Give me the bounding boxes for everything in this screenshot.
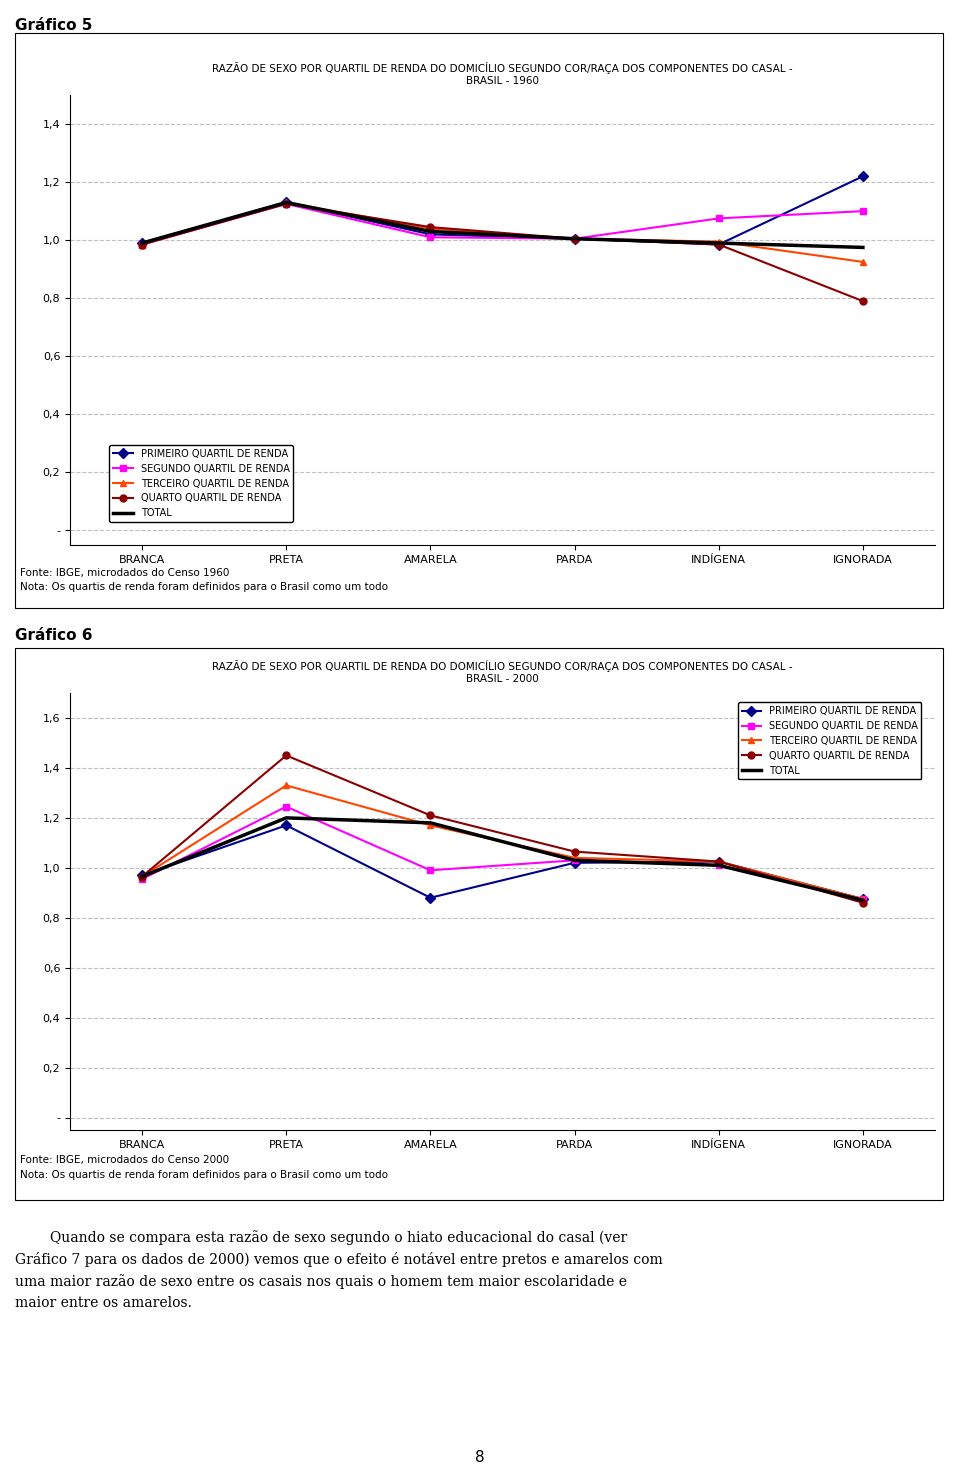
PRIMEIRO QUARTIL DE RENDA	[280, 193, 292, 211]
TERCEIRO QUARTIL DE RENDA	[280, 776, 292, 794]
Title: RAZÃO DE SEXO POR QUARTIL DE RENDA DO DOMICÍLIO SEGUNDO COR/RAÇA DOS COMPONENTES: RAZÃO DE SEXO POR QUARTIL DE RENDA DO DO…	[212, 62, 793, 86]
SEGUNDO QUARTIL DE RENDA	[136, 236, 148, 254]
Line: PRIMEIRO QUARTIL DE RENDA: PRIMEIRO QUARTIL DE RENDA	[138, 173, 866, 248]
QUARTO QUARTIL DE RENDA	[136, 867, 148, 885]
QUARTO QUARTIL DE RENDA	[569, 230, 581, 248]
PRIMEIRO QUARTIL DE RENDA	[857, 168, 869, 186]
QUARTO QUARTIL DE RENDA	[424, 807, 436, 825]
TERCEIRO QUARTIL DE RENDA	[424, 220, 436, 237]
Text: maior entre os amarelos.: maior entre os amarelos.	[15, 1297, 192, 1310]
Line: QUARTO QUARTIL DE RENDA: QUARTO QUARTIL DE RENDA	[138, 752, 866, 906]
Line: QUARTO QUARTIL DE RENDA: QUARTO QUARTIL DE RENDA	[138, 201, 866, 305]
Text: Gráfico 6: Gráfico 6	[15, 628, 92, 643]
TOTAL	[857, 891, 869, 909]
SEGUNDO QUARTIL DE RENDA	[713, 209, 725, 227]
Text: Gráfico 5: Gráfico 5	[15, 18, 92, 32]
QUARTO QUARTIL DE RENDA	[424, 218, 436, 236]
Legend: PRIMEIRO QUARTIL DE RENDA, SEGUNDO QUARTIL DE RENDA, TERCEIRO QUARTIL DE RENDA, : PRIMEIRO QUARTIL DE RENDA, SEGUNDO QUART…	[737, 702, 922, 779]
TOTAL	[424, 814, 436, 832]
Text: 8: 8	[475, 1450, 485, 1465]
TOTAL	[857, 239, 869, 257]
Line: SEGUNDO QUARTIL DE RENDA: SEGUNDO QUARTIL DE RENDA	[138, 804, 866, 903]
PRIMEIRO QUARTIL DE RENDA	[569, 230, 581, 248]
TOTAL	[136, 867, 148, 885]
TERCEIRO QUARTIL DE RENDA	[857, 891, 869, 909]
SEGUNDO QUARTIL DE RENDA	[857, 202, 869, 220]
QUARTO QUARTIL DE RENDA	[713, 853, 725, 870]
Title: RAZÃO DE SEXO POR QUARTIL DE RENDA DO DOMICÍLIO SEGUNDO COR/RAÇA DOS COMPONENTES: RAZÃO DE SEXO POR QUARTIL DE RENDA DO DO…	[212, 661, 793, 684]
QUARTO QUARTIL DE RENDA	[280, 746, 292, 764]
Legend: PRIMEIRO QUARTIL DE RENDA, SEGUNDO QUARTIL DE RENDA, TERCEIRO QUARTIL DE RENDA, : PRIMEIRO QUARTIL DE RENDA, SEGUNDO QUART…	[109, 445, 294, 522]
Text: Nota: Os quartis de renda foram definidos para o Brasil como um todo: Nota: Os quartis de renda foram definido…	[20, 583, 388, 591]
SEGUNDO QUARTIL DE RENDA	[569, 851, 581, 869]
Line: SEGUNDO QUARTIL DE RENDA: SEGUNDO QUARTIL DE RENDA	[138, 201, 866, 248]
PRIMEIRO QUARTIL DE RENDA	[136, 866, 148, 884]
Line: PRIMEIRO QUARTIL DE RENDA: PRIMEIRO QUARTIL DE RENDA	[138, 822, 866, 903]
Text: uma maior razão de sexo entre os casais nos quais o homem tem maior escolaridade: uma maior razão de sexo entre os casais …	[15, 1274, 627, 1289]
Line: TOTAL: TOTAL	[142, 202, 863, 248]
SEGUNDO QUARTIL DE RENDA	[424, 229, 436, 246]
SEGUNDO QUARTIL DE RENDA	[280, 195, 292, 212]
PRIMEIRO QUARTIL DE RENDA	[713, 853, 725, 870]
PRIMEIRO QUARTIL DE RENDA	[713, 236, 725, 254]
PRIMEIRO QUARTIL DE RENDA	[857, 891, 869, 909]
Text: Fonte: IBGE, microdados do Censo 2000: Fonte: IBGE, microdados do Censo 2000	[20, 1155, 229, 1165]
TOTAL	[569, 230, 581, 248]
SEGUNDO QUARTIL DE RENDA	[857, 891, 869, 909]
TERCEIRO QUARTIL DE RENDA	[136, 236, 148, 254]
TERCEIRO QUARTIL DE RENDA	[424, 817, 436, 835]
SEGUNDO QUARTIL DE RENDA	[424, 861, 436, 879]
TOTAL	[713, 235, 725, 252]
Text: Gráfico 7 para os dados de 2000) vemos que o efeito é notável entre pretos e ama: Gráfico 7 para os dados de 2000) vemos q…	[15, 1252, 662, 1267]
PRIMEIRO QUARTIL DE RENDA	[136, 235, 148, 252]
TOTAL	[713, 857, 725, 875]
QUARTO QUARTIL DE RENDA	[857, 292, 869, 310]
Line: TERCEIRO QUARTIL DE RENDA: TERCEIRO QUARTIL DE RENDA	[138, 782, 866, 903]
Text: Fonte: IBGE, microdados do Censo 1960: Fonte: IBGE, microdados do Censo 1960	[20, 568, 229, 578]
PRIMEIRO QUARTIL DE RENDA	[280, 817, 292, 835]
PRIMEIRO QUARTIL DE RENDA	[424, 889, 436, 907]
QUARTO QUARTIL DE RENDA	[857, 894, 869, 912]
QUARTO QUARTIL DE RENDA	[713, 236, 725, 254]
SEGUNDO QUARTIL DE RENDA	[713, 857, 725, 875]
PRIMEIRO QUARTIL DE RENDA	[424, 226, 436, 243]
QUARTO QUARTIL DE RENDA	[280, 195, 292, 212]
SEGUNDO QUARTIL DE RENDA	[280, 798, 292, 816]
QUARTO QUARTIL DE RENDA	[569, 842, 581, 860]
TERCEIRO QUARTIL DE RENDA	[569, 850, 581, 867]
Text: Quando se compara esta razão de sexo segundo o hiato educacional do casal (ver: Quando se compara esta razão de sexo seg…	[15, 1230, 627, 1245]
TOTAL	[569, 851, 581, 869]
TERCEIRO QUARTIL DE RENDA	[857, 254, 869, 271]
TOTAL	[136, 235, 148, 252]
Line: TOTAL: TOTAL	[142, 817, 863, 900]
TOTAL	[424, 223, 436, 240]
SEGUNDO QUARTIL DE RENDA	[569, 230, 581, 248]
TERCEIRO QUARTIL DE RENDA	[713, 233, 725, 251]
QUARTO QUARTIL DE RENDA	[136, 236, 148, 254]
TERCEIRO QUARTIL DE RENDA	[136, 867, 148, 885]
SEGUNDO QUARTIL DE RENDA	[136, 870, 148, 888]
TOTAL	[280, 193, 292, 211]
PRIMEIRO QUARTIL DE RENDA	[569, 854, 581, 872]
TERCEIRO QUARTIL DE RENDA	[713, 853, 725, 870]
TERCEIRO QUARTIL DE RENDA	[569, 230, 581, 248]
TERCEIRO QUARTIL DE RENDA	[280, 193, 292, 211]
TOTAL	[280, 808, 292, 826]
Text: Nota: Os quartis de renda foram definidos para o Brasil como um todo: Nota: Os quartis de renda foram definido…	[20, 1170, 388, 1180]
Line: TERCEIRO QUARTIL DE RENDA: TERCEIRO QUARTIL DE RENDA	[138, 199, 866, 266]
